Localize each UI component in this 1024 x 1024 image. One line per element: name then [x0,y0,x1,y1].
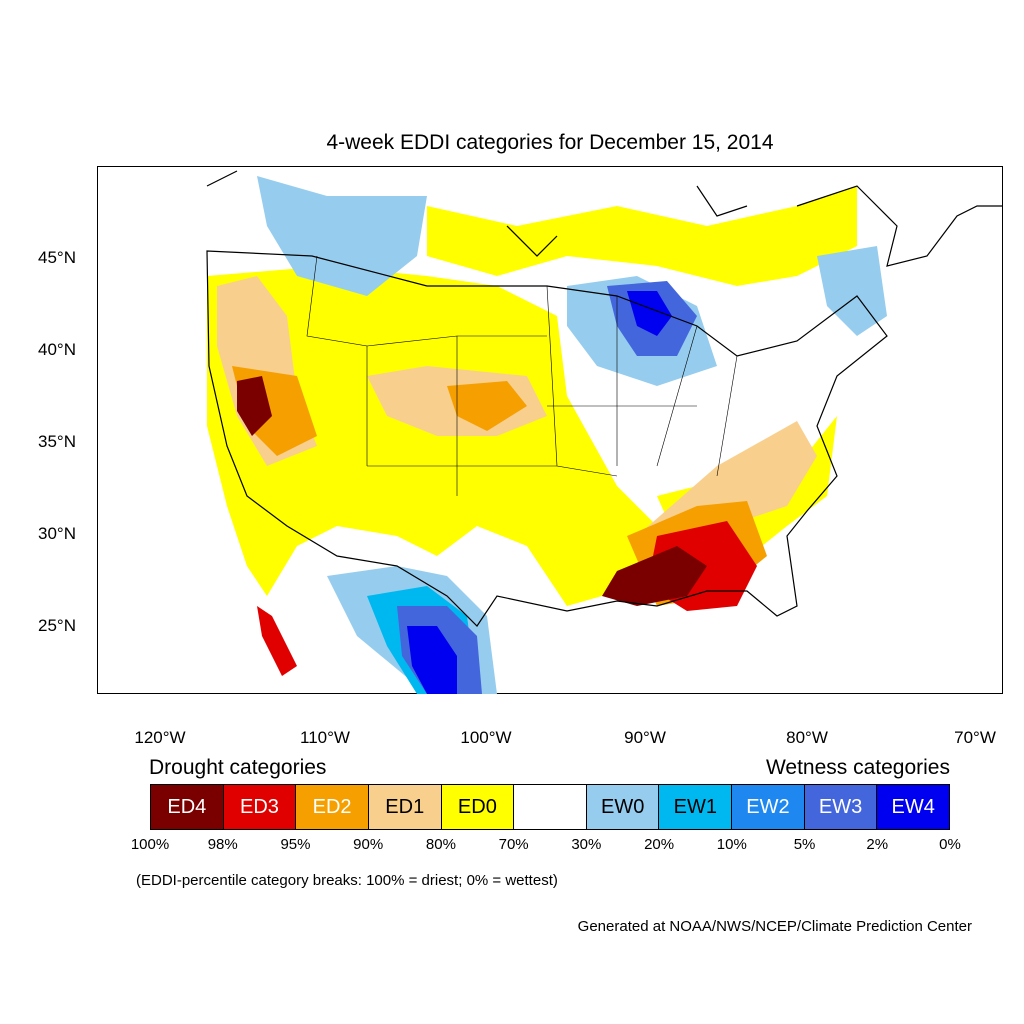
legend-cell-ew2: EW2 [732,785,805,829]
lat-label-25: 25°N [38,616,76,635]
ed0-region-west [207,266,657,606]
legend-cell-neutral [514,785,587,829]
legend-cell-ew3: EW3 [804,785,878,829]
ed2-region-kansas [447,381,527,431]
lon-label-120: 120°W [134,728,186,747]
percentile-break: 20% [644,836,675,853]
lon-label-90: 90°W [624,728,666,747]
ed4-region-nevada [237,376,272,436]
percentile-break: 0% [939,836,961,853]
legend-cell-ew1: EW1 [659,785,733,829]
percentile-break: 98% [207,836,238,853]
legend-cell-ew4: EW4 [877,785,950,829]
percentile-break: 70% [498,836,529,853]
legend-cell-ed1: ED1 [368,785,442,829]
percentile-break: 95% [280,836,311,853]
percentile-break: 2% [866,836,889,853]
lon-label-110: 110°W [300,728,350,747]
lat-label-40: 40°N [38,340,76,359]
lat-label-30: 30°N [38,524,76,543]
wetness-legend-title: Wetness categories [765,756,950,779]
ew0-region-north [257,176,427,296]
us-outline [206,250,888,627]
legend-cell-ed3: ED3 [223,785,297,829]
percentile-break: 100% [130,836,170,853]
category-legend: ED4 ED3 ED2 ED1 ED0 EW0 EW1 EW2 EW3 EW4 [150,784,950,830]
map-panel [97,166,1003,694]
legend-cell-ed2: ED2 [296,785,369,829]
legend-cell-ew0: EW0 [586,785,660,829]
percentile-break: 90% [353,836,384,853]
lat-label-35: 35°N [38,432,76,451]
ed4-region-gulf [602,546,707,606]
canada-coast [206,170,1003,267]
credit-line: Generated at NOAA/NWS/NCEP/Climate Predi… [577,918,972,935]
ed0-region-north [427,186,857,286]
ew4-region-mexico [407,626,457,694]
eddi-map [97,166,1003,694]
percentile-break: 5% [793,836,816,853]
drought-legend-title: Drought categories [149,756,327,779]
ed3-region-california [257,606,297,676]
percentile-break: 30% [571,836,602,853]
legend-cell-ed0: ED0 [441,785,515,829]
ew4-region-greatlakes [627,291,672,336]
breaks-note: (EDDI-percentile category breaks: 100% =… [136,872,558,889]
percentile-break: 80% [425,836,456,853]
state-lines [306,255,738,496]
percentile-break: 10% [716,836,747,853]
map-title: 4-week EDDI categories for December 15, … [326,131,774,154]
lat-label-45: 45°N [38,248,76,267]
lon-label-80: 80°W [786,728,828,747]
legend-cell-ed4: ED4 [151,785,224,829]
lon-label-100: 100°W [460,728,512,747]
lon-label-70: 70°W [954,728,996,747]
